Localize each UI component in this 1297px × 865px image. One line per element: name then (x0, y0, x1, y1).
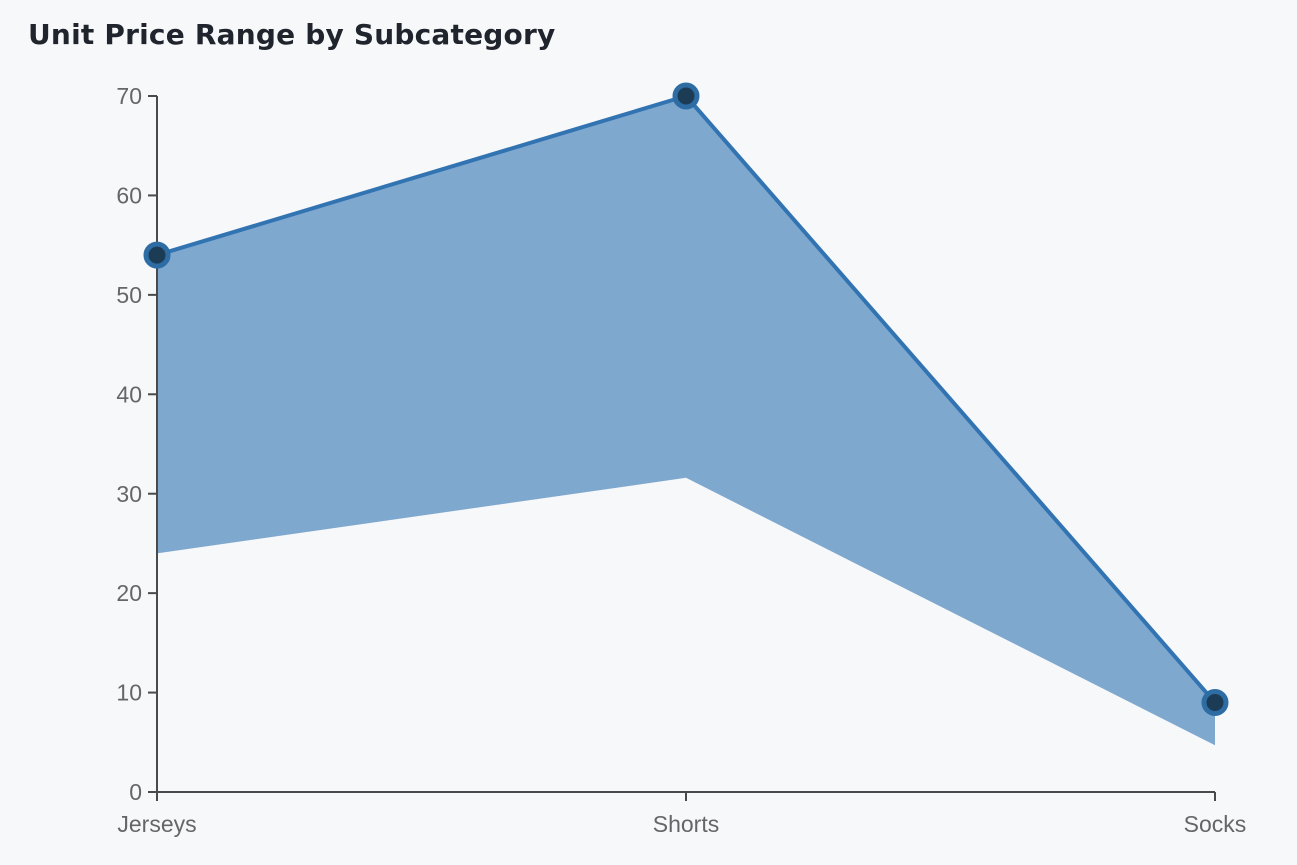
chart-title: Unit Price Range by Subcategory (28, 18, 556, 51)
x-tick-label: Jerseys (117, 811, 196, 837)
y-tick-label: 60 (116, 182, 142, 208)
data-point-marker (1201, 689, 1229, 717)
y-tick-label: 30 (116, 481, 142, 507)
y-tick-label: 40 (116, 381, 142, 407)
range-band-area (157, 96, 1215, 746)
y-tick-label: 50 (116, 282, 142, 308)
data-point-marker (143, 241, 171, 269)
x-tick-label: Socks (1184, 811, 1247, 837)
y-tick-label: 10 (116, 680, 142, 706)
data-point-marker (672, 82, 700, 110)
y-tick-label: 20 (116, 580, 142, 606)
y-tick-label: 0 (129, 779, 142, 805)
y-tick-label: 70 (116, 83, 142, 109)
x-tick-label: Shorts (653, 811, 719, 837)
